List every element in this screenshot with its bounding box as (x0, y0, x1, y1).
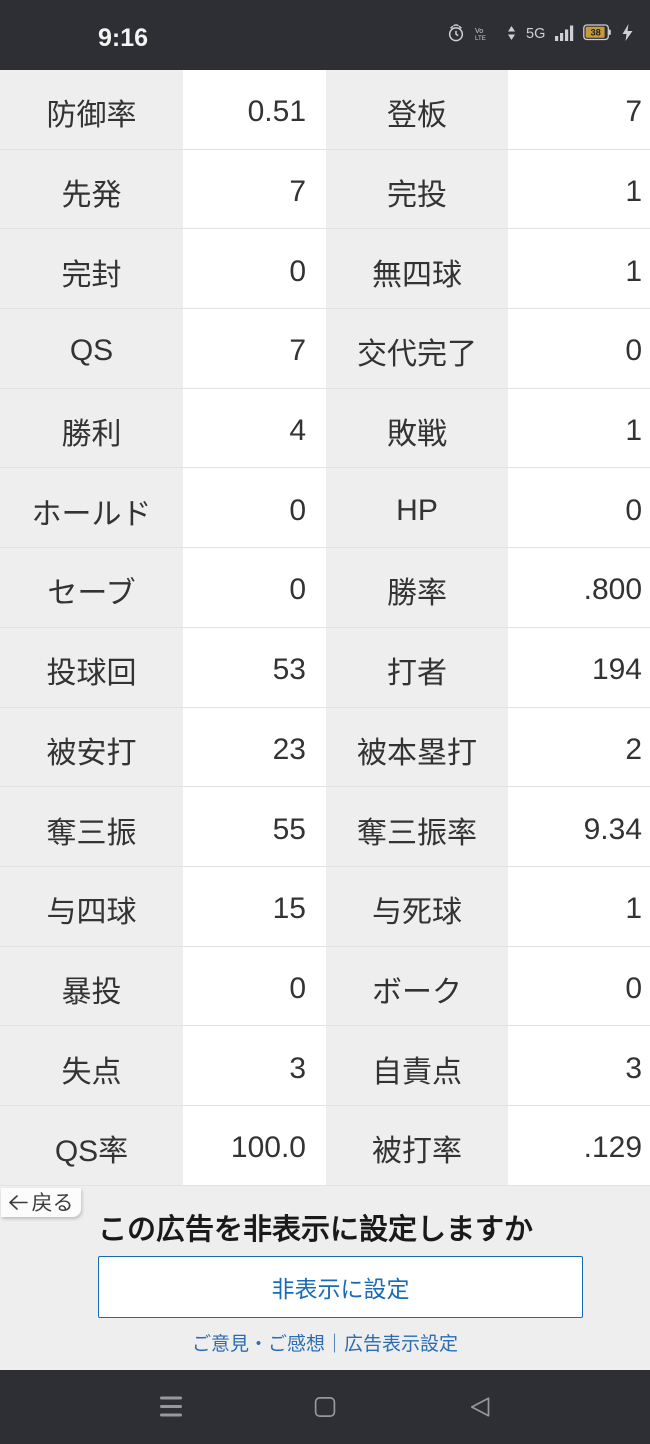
svg-text:LTE: LTE (475, 35, 486, 42)
svg-text:38: 38 (591, 28, 601, 38)
svg-text:5G: 5G (526, 26, 545, 42)
svg-text:Vo: Vo (475, 28, 483, 35)
